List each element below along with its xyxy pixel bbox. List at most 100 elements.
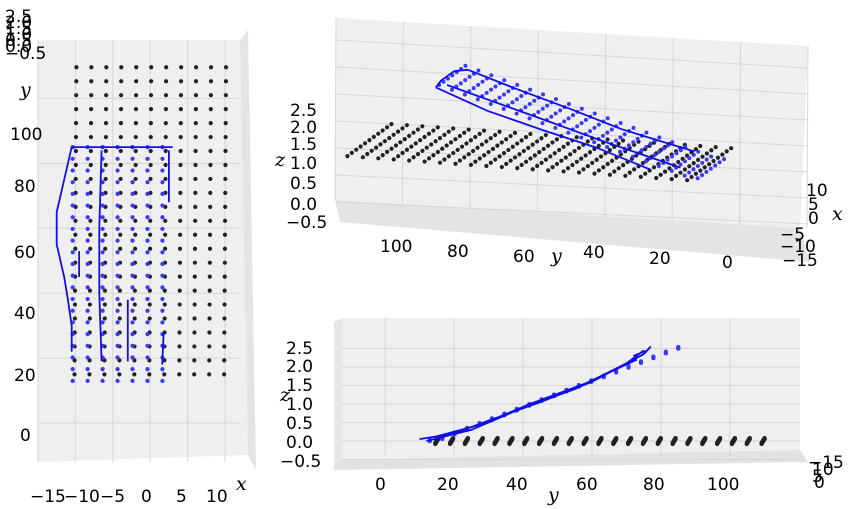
grid-point — [103, 218, 108, 223]
grid-point — [486, 149, 491, 155]
grid-point — [148, 148, 153, 154]
grid-point — [223, 93, 228, 98]
cloth-point — [596, 122, 601, 127]
grid-point — [88, 246, 93, 251]
cloth-point — [657, 149, 662, 154]
cloth-point — [85, 156, 90, 161]
grid-point — [415, 151, 421, 157]
grid-point — [193, 148, 198, 154]
grid-point — [207, 358, 212, 363]
oblique-y-tick: 80 — [447, 242, 469, 262]
grid-point — [365, 151, 370, 157]
grid-point — [223, 79, 229, 84]
cloth-point — [70, 203, 75, 208]
cloth-point — [674, 151, 679, 156]
grid-point — [457, 158, 463, 163]
grid-point — [222, 358, 227, 363]
cloth-point — [579, 106, 584, 111]
grid-point — [118, 134, 123, 140]
grid-point — [521, 148, 526, 154]
cloth-point — [130, 367, 135, 372]
cloth-point — [489, 87, 494, 92]
grid-point — [207, 344, 212, 349]
cloth-point — [652, 152, 657, 157]
cloth-point — [510, 100, 515, 105]
cloth-point — [145, 238, 150, 243]
side-y-axis-label: y — [547, 484, 559, 506]
grid-point — [193, 134, 198, 140]
grid-point — [457, 133, 462, 139]
cloth-point — [717, 160, 722, 165]
grid-point — [208, 93, 213, 98]
grid-point — [651, 165, 657, 170]
grid-point — [497, 129, 502, 134]
side-z-tick: 1.0 — [286, 395, 313, 415]
grid-point — [607, 172, 613, 177]
cloth-point — [467, 74, 472, 79]
cloth-point — [713, 163, 718, 168]
side-x-tick: 10 — [812, 460, 834, 480]
grid-point — [574, 159, 579, 164]
grid-point — [208, 162, 213, 168]
grid-point — [148, 93, 154, 98]
top-z-tick: 0.0 — [5, 37, 32, 57]
grid-point — [378, 142, 383, 147]
grid-point — [177, 260, 183, 265]
grid-point — [482, 153, 487, 158]
grid-point — [103, 246, 108, 251]
grid-point — [193, 93, 199, 98]
cloth-point — [145, 273, 150, 278]
grid-point — [510, 144, 515, 149]
grid-point — [88, 134, 94, 140]
grid-point — [543, 157, 549, 162]
cloth-point — [145, 308, 150, 313]
grid-point — [380, 128, 385, 133]
cloth-point — [130, 296, 135, 302]
grid-point — [72, 316, 77, 321]
cloth-point — [687, 170, 692, 175]
cloth-point — [70, 238, 75, 243]
cloth-point — [145, 343, 150, 348]
top-view-z-ticks: 2.5 2.0 1.5 1.0 0.5 0.0 −0.5 — [5, 7, 46, 64]
grid-point — [393, 143, 399, 148]
grid-point — [420, 148, 425, 153]
grid-point — [413, 141, 418, 146]
cloth-point — [160, 203, 165, 208]
grid-point — [632, 167, 637, 172]
grid-point — [223, 204, 228, 209]
grid-point — [178, 232, 183, 237]
grid-point — [222, 260, 227, 265]
grid-point — [673, 173, 679, 178]
cloth-point — [691, 167, 696, 172]
grid-point — [382, 139, 387, 144]
grid-point — [73, 148, 78, 154]
cloth-point — [562, 119, 567, 124]
grid-point — [376, 156, 381, 161]
grid-point — [193, 162, 198, 168]
side-y-tick: 40 — [506, 475, 528, 495]
grid-point — [117, 302, 122, 307]
grid-point — [207, 372, 212, 377]
cloth-point — [100, 308, 105, 313]
cloth-point — [592, 125, 597, 130]
oblique-grid-line — [604, 33, 607, 217]
grid-point — [493, 132, 498, 138]
grid-point — [149, 79, 154, 84]
top-z-tick: 2.0 — [5, 13, 32, 33]
grid-point — [570, 162, 575, 168]
grid-point — [563, 155, 568, 160]
cloth-point — [115, 273, 120, 278]
grid-point — [488, 136, 493, 141]
grid-point — [103, 121, 109, 126]
grid-point — [102, 288, 108, 293]
cloth-point — [115, 378, 120, 383]
cloth-point — [527, 116, 532, 121]
cloth-point — [70, 261, 75, 267]
cloth-point — [696, 149, 701, 154]
grid-point — [178, 176, 183, 182]
cloth-point — [160, 378, 165, 383]
grid-point — [192, 302, 197, 307]
cloth-point — [115, 296, 120, 302]
grid-point — [194, 65, 199, 70]
grid-point — [178, 204, 183, 209]
